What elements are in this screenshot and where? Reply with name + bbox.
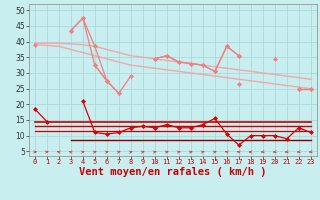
X-axis label: Vent moyen/en rafales ( km/h ): Vent moyen/en rafales ( km/h ) — [79, 167, 267, 177]
